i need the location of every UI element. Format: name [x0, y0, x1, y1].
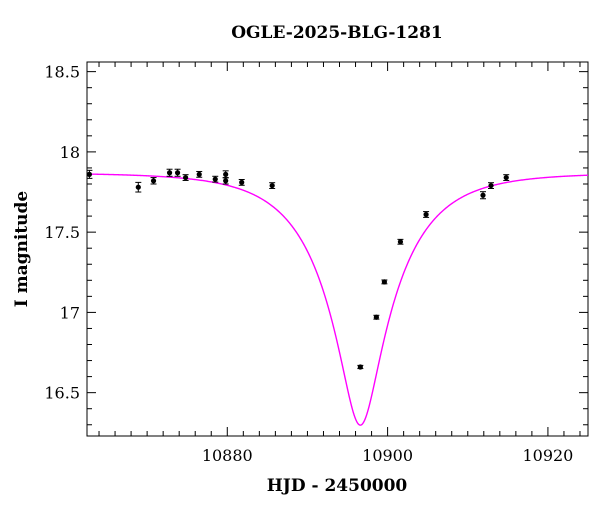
point-marker [174, 170, 181, 176]
x-tick-label: 10880 [202, 446, 253, 465]
data-point [397, 238, 404, 245]
data-point [238, 178, 245, 186]
data-points [87, 168, 510, 370]
chart-title: OGLE-2025-BLG-1281 [231, 23, 443, 43]
y-tick-label: 18.5 [44, 63, 80, 82]
plot-frame [86, 61, 589, 437]
point-marker [373, 314, 379, 320]
y-tick-label: 17 [60, 303, 80, 322]
data-point [479, 191, 486, 200]
x-axis-label: HJD - 2450000 [267, 476, 408, 496]
data-point [182, 174, 189, 181]
x-tick-label: 10920 [522, 446, 573, 465]
data-point [269, 182, 276, 189]
data-point [135, 181, 142, 193]
point-marker [503, 174, 509, 181]
point-marker [182, 174, 189, 181]
point-marker [269, 182, 275, 189]
point-marker [480, 192, 486, 198]
axis-tick-labels: 10880 10900 10920 16.5 17 17.5 18 18.5 [44, 63, 573, 465]
data-point [212, 175, 219, 183]
y-tick-label: 17.5 [44, 223, 80, 242]
y-tick-label: 18 [60, 143, 80, 162]
data-point [357, 364, 364, 370]
point-marker [166, 170, 173, 176]
data-point [196, 170, 203, 178]
point-marker [135, 184, 141, 190]
data-point [381, 279, 388, 285]
point-marker [381, 279, 387, 285]
point-marker [423, 211, 429, 218]
data-point [222, 177, 229, 185]
point-marker [223, 171, 229, 177]
point-marker [397, 239, 404, 245]
point-marker [150, 178, 157, 184]
y-tick-label: 16.5 [44, 384, 80, 403]
point-marker [488, 182, 494, 189]
axis-ticks [87, 62, 588, 436]
point-marker [212, 176, 218, 182]
point-marker [223, 178, 229, 184]
point-marker [196, 171, 202, 177]
data-point [174, 168, 181, 177]
data-point [488, 182, 495, 189]
model-curve [87, 173, 588, 426]
data-point [150, 177, 157, 185]
point-marker [357, 364, 363, 370]
data-point [166, 168, 173, 177]
y-axis-label: I magnitude [12, 191, 32, 308]
data-point [222, 170, 229, 179]
data-point [503, 174, 510, 181]
data-point [423, 211, 430, 218]
point-marker [239, 179, 245, 185]
data-point [373, 314, 380, 320]
point-marker [87, 171, 93, 177]
x-tick-label: 10900 [362, 446, 413, 465]
data-point [87, 169, 93, 179]
